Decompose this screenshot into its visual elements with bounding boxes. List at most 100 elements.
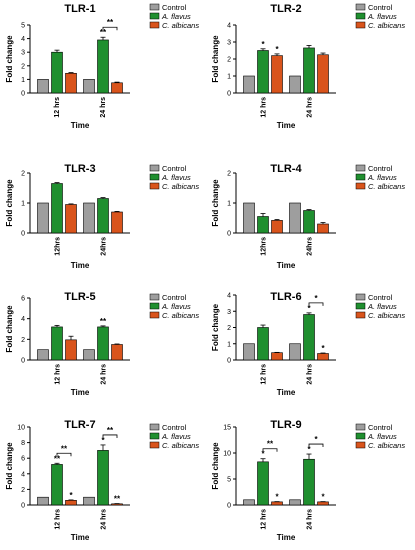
x-tick-label: 24hrs [101, 237, 108, 256]
y-tick-label: 0 [21, 358, 25, 365]
x-tick-label: 24 hrs [307, 509, 314, 530]
significance-star: * [275, 493, 279, 502]
legend-label: Control [162, 3, 187, 12]
y-tick-label: 1 [21, 77, 25, 84]
bar-a-flavus-1 [303, 314, 315, 361]
legend-label: A. flavus [161, 302, 191, 311]
y-tick-label: 1 [227, 74, 231, 81]
y-tick-label: 4 [227, 293, 231, 300]
chart-title: TLR-5 [64, 291, 95, 303]
chart-title: TLR-6 [270, 291, 301, 303]
x-tick-label: 24 hrs [101, 364, 108, 385]
x-axis-label: Time [277, 261, 296, 270]
significance-star: * [275, 45, 279, 54]
legend-swatch [149, 441, 160, 449]
chart-title: TLR-3 [64, 163, 95, 175]
legend-label: C. albicans [368, 21, 405, 30]
bar-control-0 [243, 202, 255, 234]
x-tick-label: 24 hrs [101, 509, 108, 530]
legend-label: A. flavus [161, 12, 191, 21]
bar-a-flavus-0 [257, 461, 269, 506]
significance-star: ** [114, 495, 121, 504]
significance-star: * [101, 436, 105, 445]
y-axis-label: Fold change [5, 305, 14, 353]
y-tick-label: 0 [227, 91, 231, 98]
x-axis-label: Time [277, 533, 296, 542]
significance-star: * [69, 491, 73, 500]
y-tick-label: 0 [21, 503, 25, 510]
x-tick-label: 24 hrs [100, 97, 107, 118]
y-tick-label: 15 [223, 425, 231, 432]
legend-label: Control [368, 3, 393, 12]
bar-a-flavus-1 [303, 458, 315, 506]
y-tick-label: 5 [227, 477, 231, 484]
bar-c-albicans-1 [317, 223, 329, 234]
legend-label: C. albicans [368, 311, 405, 320]
y-tick-label: 8 [21, 440, 25, 447]
legend-label: C. albicans [368, 182, 405, 191]
bar-a-flavus-1 [97, 198, 109, 234]
legend-swatch [355, 302, 366, 310]
y-tick-label: 2 [227, 325, 231, 332]
legend-swatch [149, 293, 160, 301]
bar-control-1 [83, 496, 95, 506]
bracket-label: ** [107, 18, 114, 27]
bar-control-1 [83, 202, 95, 234]
bracket-label: ** [267, 440, 274, 449]
x-axis-label: Time [71, 388, 90, 397]
significance-star: * [307, 304, 311, 313]
y-axis-label: Fold change [211, 303, 220, 351]
bar-a-flavus-0 [51, 326, 63, 361]
significance-bracket [262, 448, 278, 452]
legend-swatch [355, 12, 366, 20]
x-axis-label: Time [71, 121, 90, 130]
legend-swatch [355, 164, 366, 172]
legend-label: A. flavus [161, 432, 191, 441]
legend-swatch [355, 3, 366, 11]
chart-title: TLR-2 [270, 3, 301, 15]
bar-a-flavus-0 [257, 216, 269, 234]
bar-c-albicans-1 [317, 54, 329, 94]
bar-c-albicans-0 [65, 204, 77, 234]
legend-swatch [355, 21, 366, 29]
bar-c-albicans-1 [317, 353, 329, 361]
chart-panel-tlr-3: TLR-3 0 1 2 Fold change 12hrs 24hrs Time Control… [5, 163, 199, 270]
legend-label: Control [368, 423, 393, 432]
bar-c-albicans-0 [271, 352, 283, 361]
significance-bracket [308, 302, 324, 306]
chart-title: TLR-4 [270, 163, 302, 175]
bar-control-0 [37, 496, 49, 506]
bar-c-albicans-0 [271, 501, 283, 506]
y-axis-label: Fold change [211, 179, 220, 227]
significance-star: * [321, 493, 325, 502]
significance-bracket [56, 452, 72, 457]
legend-swatch [355, 311, 366, 319]
legend-label: C. albicans [162, 311, 199, 320]
bar-a-flavus-0 [257, 50, 269, 94]
significance-bracket [102, 434, 118, 438]
bar-control-1 [289, 343, 301, 361]
bar-control-0 [37, 79, 49, 94]
significance-star: ** [100, 317, 107, 326]
y-tick-label: 10 [17, 425, 25, 432]
chart-panel-tlr-4: TLR-4 0 1 2 Fold change 12hrs 24hrs Time Control… [211, 163, 405, 270]
chart-panel-tlr-1: TLR-1 0 1 2 3 4 5 Fold change 12 hrs 24 hrs Time **… [5, 3, 199, 130]
bar-control-0 [37, 202, 49, 234]
x-tick-label: 12 hrs [261, 97, 268, 118]
legend-label: C. albicans [162, 21, 199, 30]
y-tick-label: 2 [21, 63, 25, 70]
y-tick-label: 1 [227, 201, 231, 208]
bar-c-albicans-1 [111, 344, 123, 361]
x-axis-label: Time [71, 533, 90, 542]
legend-label: C. albicans [162, 441, 199, 450]
y-tick-label: 4 [21, 471, 25, 478]
x-tick-label: 12hrs [261, 237, 268, 256]
y-tick-label: 2 [21, 337, 25, 344]
legend-label: Control [162, 423, 187, 432]
legend-label: A. flavus [161, 173, 191, 182]
y-axis-label: Fold change [5, 179, 14, 227]
y-tick-label: 4 [21, 316, 25, 323]
x-tick-label: 24 hrs [307, 364, 314, 385]
y-tick-label: 10 [223, 451, 231, 458]
legend-label: Control [162, 164, 187, 173]
